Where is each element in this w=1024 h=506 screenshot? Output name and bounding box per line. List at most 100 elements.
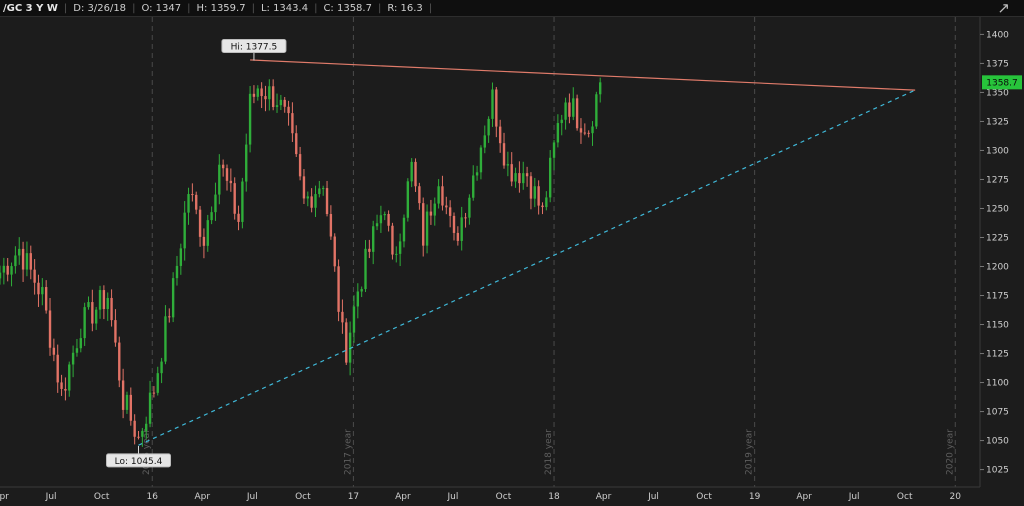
- candle-body: [368, 248, 371, 252]
- x-tick-label: Apr: [796, 492, 812, 502]
- candle-body: [68, 364, 71, 391]
- candle-body: [187, 194, 190, 213]
- trendline-support: [138, 89, 916, 446]
- y-tick-label: 1375: [986, 59, 1009, 69]
- candle-body: [541, 205, 544, 208]
- candle-body: [418, 186, 421, 204]
- candle-body: [37, 282, 40, 295]
- zoom-icon[interactable]: ↗: [997, 0, 1010, 17]
- candle-body: [52, 347, 56, 355]
- candle-body: [591, 126, 594, 134]
- candle-body: [391, 225, 394, 255]
- separator: |: [314, 2, 318, 14]
- candle-body: [491, 89, 494, 119]
- candle-body: [306, 196, 309, 199]
- candle-body: [560, 119, 563, 124]
- candle-body: [221, 164, 225, 169]
- candle-body: [372, 226, 375, 252]
- y-tick-label: 1100: [986, 379, 1009, 389]
- y-tick-label: 1250: [986, 204, 1009, 214]
- candle-body: [233, 183, 236, 214]
- candle-body: [195, 194, 198, 210]
- symbol-selector[interactable]: /GC 3 Y W: [3, 2, 58, 14]
- candle-body: [271, 86, 275, 108]
- candle-body: [171, 278, 175, 318]
- candle-body: [329, 214, 333, 237]
- candle-body: [268, 86, 271, 100]
- candle-body: [483, 135, 486, 148]
- candle-body: [252, 93, 256, 97]
- candle-body: [14, 255, 17, 267]
- y-tick-label: 1400: [986, 30, 1009, 40]
- candle-body: [468, 197, 471, 218]
- candle-body: [287, 106, 290, 114]
- candle-body: [264, 96, 267, 100]
- x-tick-label: Oct: [496, 492, 512, 502]
- candle-body: [137, 436, 140, 438]
- candle-body: [64, 388, 67, 391]
- candle-body: [256, 88, 259, 97]
- trendline-resistance: [250, 59, 916, 91]
- candle-body: [425, 211, 429, 246]
- x-tick-label: Apr: [0, 492, 9, 502]
- candle-body: [110, 297, 113, 321]
- y-tick-label: 1275: [986, 175, 1009, 185]
- candle-body: [33, 269, 36, 283]
- candle-body: [460, 217, 463, 241]
- candle-body: [545, 197, 548, 208]
- candle-body: [6, 265, 9, 275]
- year-label: 2016 year: [142, 429, 152, 475]
- candle-body: [152, 392, 156, 394]
- candle-body: [21, 248, 25, 270]
- candle-body: [360, 289, 363, 292]
- candle-body: [514, 173, 517, 182]
- candle-body: [121, 380, 125, 410]
- candle-body: [510, 164, 513, 182]
- candle-body: [548, 157, 552, 198]
- year-label: 2020 year: [945, 429, 955, 475]
- candle-body: [298, 154, 302, 177]
- candle-body: [406, 181, 410, 218]
- candle-body: [245, 144, 248, 182]
- y-tick-label: 1075: [986, 408, 1009, 418]
- candle-body: [448, 207, 452, 216]
- candle-body: [599, 82, 602, 95]
- y-tick-label: 1025: [986, 466, 1009, 476]
- separator: |: [377, 2, 382, 14]
- candle-body: [572, 98, 575, 117]
- candle-body: [125, 394, 129, 410]
- candle-body: [191, 194, 194, 196]
- y-tick-label: 1050: [986, 437, 1009, 447]
- x-tick-label: 20: [950, 492, 962, 502]
- candle-body: [160, 361, 163, 374]
- year-label: 2019 year: [745, 429, 755, 475]
- candle-body: [91, 302, 94, 324]
- candle-body: [102, 290, 106, 310]
- x-tick-label: Apr: [395, 492, 411, 502]
- candle-body: [537, 186, 540, 206]
- year-label: 2018 year: [544, 429, 554, 475]
- high-readout: H: 1359.7: [196, 2, 246, 14]
- candle-body: [79, 338, 82, 349]
- candle-body: [87, 302, 90, 308]
- candle-body: [472, 175, 475, 198]
- x-tick-label: Jul: [45, 492, 57, 502]
- price-chart[interactable]: 2016 year 2017 year 2018 year 2019 year 2020…: [0, 17, 1024, 506]
- candle-body: [241, 181, 244, 222]
- candle-body: [210, 212, 213, 221]
- candle-body: [341, 311, 344, 323]
- candle-body: [345, 322, 348, 363]
- low-readout: L: 1343.4: [260, 2, 309, 14]
- candle-body: [487, 118, 490, 136]
- x-tick-label: Jul: [848, 492, 860, 502]
- chart-header: /GC 3 Y W | D: 3/26/18 | O: 1347 | H: 13…: [0, 0, 1024, 17]
- candle-body: [495, 89, 498, 127]
- candle-body: [229, 180, 233, 184]
- candle-body: [114, 320, 117, 343]
- candle-body: [522, 173, 525, 184]
- x-tick-label: Oct: [94, 492, 110, 502]
- candle-body: [587, 132, 590, 134]
- candle-body: [321, 188, 325, 190]
- candle-body: [518, 173, 521, 184]
- candle-body: [60, 382, 63, 389]
